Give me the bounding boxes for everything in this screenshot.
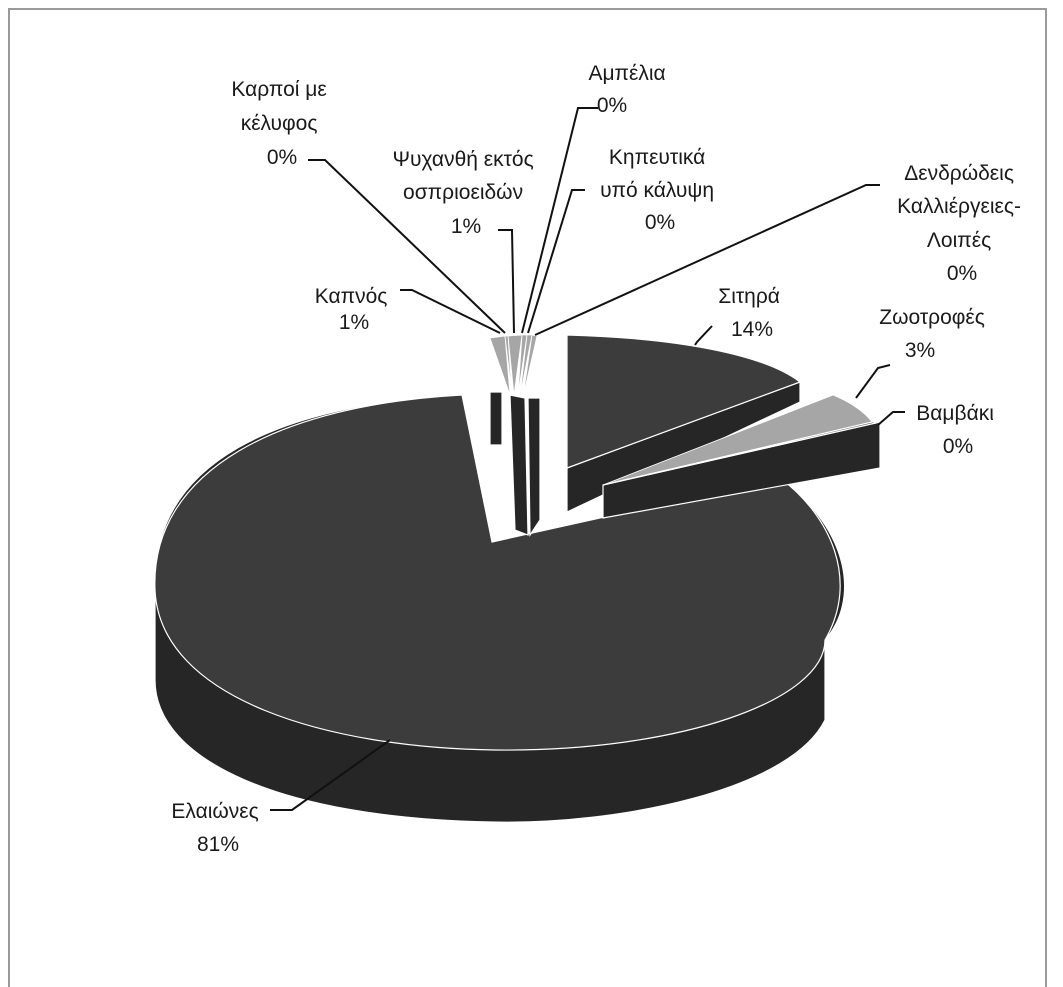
label-olive: Ελαιώνες 81% — [171, 800, 264, 856]
label-tobacco: Καπνός 1% — [315, 285, 394, 334]
chart-border — [8, 8, 1047, 987]
leader-cotton — [877, 411, 905, 426]
pie-slices — [154, 334, 881, 823]
slice-nuts-top — [504, 335, 513, 396]
label-cereals: Σιτηρά 14% — [718, 285, 786, 341]
leader-olive — [270, 739, 391, 811]
slice-greenhouse-top — [519, 334, 533, 397]
slice-fodder — [602, 394, 881, 519]
slice-trees-top — [522, 334, 538, 398]
leader-tobacco — [400, 289, 501, 334]
slice-legumes-side — [509, 394, 529, 536]
label-greenhouse: Κηπευτικά υπό κάλυψη 0% — [600, 146, 720, 234]
slice-olive — [154, 394, 846, 823]
label-fodder: Ζωοτροφές 3% — [879, 306, 990, 362]
leader-cereals — [694, 325, 713, 346]
slice-tobacco-side — [489, 391, 503, 446]
data-labels: Ελαιώνες 81% Καπνός 1% Καρποί με κέλυφος… — [171, 62, 1027, 856]
slice-vines-top — [517, 334, 528, 396]
leader-nuts — [308, 159, 506, 334]
slice-olive-top — [154, 394, 841, 751]
leader-greenhouse — [527, 189, 585, 334]
leader-trees — [534, 184, 880, 336]
label-trees: Δενδρώδεις Καλλιέργειες- Λοιπές 0% — [897, 162, 1027, 285]
slice-legumes-top — [507, 334, 523, 396]
slice-trees-side — [527, 397, 541, 537]
leader-fodder — [855, 364, 891, 399]
leader-vines — [521, 107, 598, 334]
label-nuts: Καρποί με κέλυφος 0% — [231, 78, 332, 169]
slice-tobacco-top — [489, 335, 511, 396]
leader-lines — [270, 107, 905, 811]
label-legumes: Ψυχανθή εκτός οσπριοειδών 1% — [392, 148, 539, 238]
label-cotton: Βαμβάκι 0% — [916, 402, 999, 458]
label-vines: Αμπέλια 0% — [588, 62, 671, 117]
leader-legumes — [498, 229, 515, 334]
slice-small-group — [489, 334, 541, 537]
slice-cotton-top — [602, 421, 881, 486]
slice-cereals-top — [566, 334, 802, 469]
